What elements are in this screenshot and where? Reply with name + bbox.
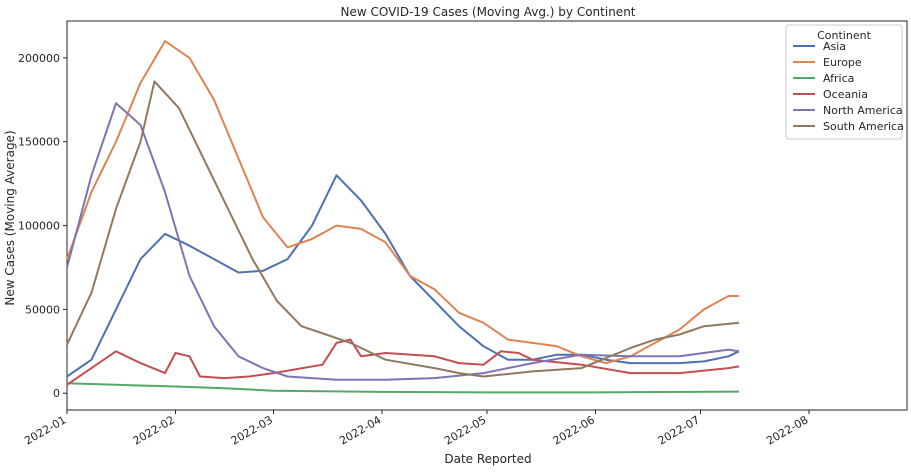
x-axis-label: Date Reported [444, 452, 531, 466]
legend-label-oceania: Oceania [823, 88, 868, 101]
legend-label-asia: Asia [823, 40, 846, 53]
plot-frame [66, 20, 908, 411]
y-tick-label: 50000 [25, 303, 60, 316]
legend-label-africa: Africa [823, 72, 854, 85]
x-tick-label: 2022-01 [22, 413, 68, 447]
x-tick-label: 2022-03 [229, 413, 275, 447]
series-lines [66, 40, 740, 394]
series-line-south-america [66, 80, 740, 378]
x-tick-label: 2022-07 [656, 413, 702, 447]
series-line-africa [66, 382, 740, 394]
y-tick-label: 200000 [18, 52, 60, 65]
series-line-oceania [66, 338, 740, 386]
x-axis: 2022-01 2022-02 2022-03 2022-04 2022-05 2022-… [22, 410, 811, 448]
series-line-north-america [66, 102, 740, 381]
y-tick-label: 100000 [18, 220, 60, 233]
legend-label-north-america: North America [823, 104, 903, 117]
plot-area [66, 20, 908, 411]
x-tick-label: 2022-04 [337, 413, 383, 447]
y-tick-label: 0 [53, 387, 60, 400]
x-tick-label: 2022-06 [551, 413, 597, 447]
x-tick-label: 2022-05 [442, 413, 488, 447]
chart-title: New COVID-19 Cases (Moving Avg.) by Cont… [340, 5, 635, 19]
legend-label-south-america: South America [823, 120, 904, 133]
y-tick-label: 150000 [18, 136, 60, 149]
x-tick-label: 2022-08 [764, 413, 810, 447]
legend-title: Continent [817, 29, 871, 42]
series-line-europe [66, 40, 739, 365]
legend: Continent Asia Europe Africa Oceania North A… [785, 24, 904, 140]
legend-label-europe: Europe [823, 56, 862, 69]
x-tick-label: 2022-02 [131, 413, 177, 447]
y-axis-label: New Cases (Moving Average) [3, 130, 17, 305]
y-axis: 0 50000 100000 150000 200000 [18, 52, 67, 400]
